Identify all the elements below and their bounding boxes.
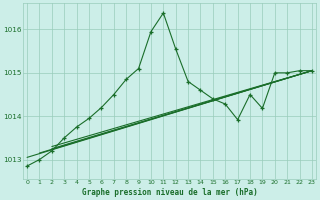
- X-axis label: Graphe pression niveau de la mer (hPa): Graphe pression niveau de la mer (hPa): [82, 188, 257, 197]
